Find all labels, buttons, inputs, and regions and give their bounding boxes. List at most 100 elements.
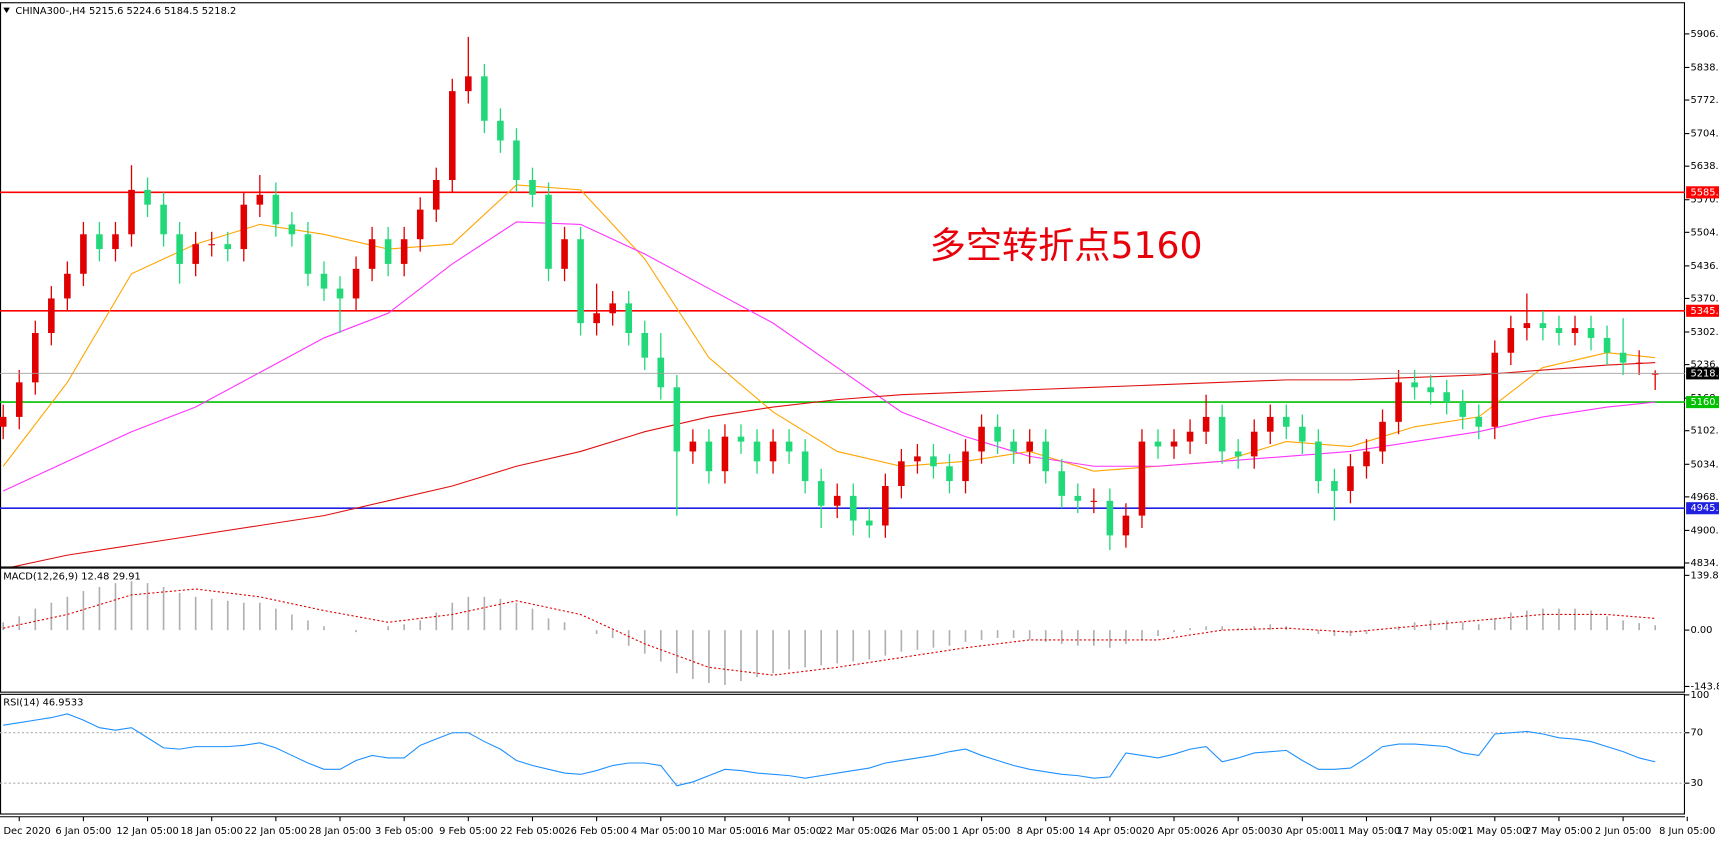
candle-body [224,244,232,250]
candle-body [1234,451,1242,457]
x-tick-label: 22 Mar 05:00 [820,826,886,837]
candle-body [689,441,697,452]
candle-body [978,426,985,452]
candle-body [1363,451,1370,467]
level-label: 4945.0 [1690,503,1719,514]
candle-body [721,436,729,472]
candle-body [1491,352,1499,427]
x-tick-label: 6 Jan 05:00 [55,826,111,837]
y-tick-label: 5370.0 [1690,293,1719,304]
x-tick-label: 4 Mar 05:00 [631,826,691,837]
candle-body [336,288,344,299]
candle-body [208,244,215,246]
candle-body [1042,441,1050,472]
y-tick-label: 5638.0 [1690,161,1719,172]
candle-body [1058,471,1066,496]
candle-body [529,179,536,195]
candle-body [1299,426,1306,442]
candle-body [882,486,889,526]
candle-body [384,239,392,264]
x-tick-label: 2 Jun 05:00 [1595,826,1651,837]
x-tick-label: 8 Apr 05:00 [1017,826,1075,837]
x-tick-label: 22 Jan 05:00 [245,826,307,837]
candle-body [849,495,857,521]
candle-body [31,332,39,383]
candle-body [304,234,312,274]
candle-body [769,441,777,462]
rsi-title: RSI(14) 46.9533 [3,698,83,709]
macd-plot [2,581,1657,685]
y-tick-label: 5034.0 [1690,459,1719,470]
candle-body [898,461,905,487]
y-tick-label: 0.00 [1690,625,1712,636]
candle-body [465,76,472,92]
candle-body [641,332,649,358]
candle-body [1587,328,1595,338]
candle-body [930,456,937,467]
candle-body [1395,382,1402,422]
candle-body [1507,328,1515,353]
level-label: 5160.0 [1690,397,1719,408]
candle-body [192,244,199,264]
annotation: 多空转折点5160 [930,224,1203,267]
candle-body [240,204,248,250]
y-tick-label: 5772.0 [1690,95,1719,106]
candle-body [946,466,953,482]
candle-body [657,357,665,388]
candle-body [1122,515,1130,536]
candle-body [96,234,103,250]
macd-title: MACD(12,26,9) 12.48 29.91 [3,571,141,582]
candle-body [1539,323,1547,329]
y-tick-label: 5102.0 [1690,426,1719,437]
candle-body [481,76,488,121]
candle-body [561,239,568,269]
candle-body [1555,328,1563,333]
candle-body [1138,441,1146,516]
x-tick-label: 10 Mar 05:00 [692,826,758,837]
candle-body [416,209,424,240]
candle-body [545,194,552,269]
candle-body [1090,500,1098,502]
candle-body [1186,431,1194,442]
candle-body [15,382,23,417]
candle-body [1603,337,1611,353]
candle-body [352,268,360,299]
candle-body [1475,416,1483,427]
candle-body [914,456,921,462]
y-tick-label: 5570.0 [1690,195,1719,206]
candle-body [1106,500,1114,536]
y-tick-label: 5504.0 [1690,227,1719,238]
candle-body [1283,416,1290,427]
candle-body [48,298,55,333]
candle-body [288,224,296,235]
y-tick-label: 4900.0 [1690,525,1719,536]
candle-body [1379,421,1386,452]
candle-body [785,441,793,452]
chart-header: CHINA300-,H4 5215.6 5224.6 5184.5 5218.2 [15,6,236,17]
level-label-box [1686,396,1719,409]
candle-body [1218,416,1226,452]
x-tick-label: 26 Mar 05:00 [885,826,951,837]
current-price-label: 5218.2 [1690,368,1719,379]
candle-body [368,239,376,269]
candle-body [1635,362,1643,364]
x-tick-label: 20 Apr 05:00 [1142,826,1206,837]
candle-body [1010,441,1017,452]
y-tick-label: 100 [1690,690,1709,701]
level-label: 5345.0 [1690,306,1719,317]
x-tick-label: 30 Apr 05:00 [1270,826,1334,837]
candle-body [801,451,809,482]
candle-body [593,313,600,324]
candle-body [994,426,1001,442]
x-tick-label: 16 Mar 05:00 [756,826,822,837]
candle-body [64,273,71,299]
rsi-line [3,713,1656,787]
y-tick-label: 5906.0 [1690,29,1719,40]
candle-body [320,273,328,289]
candle-body [705,441,713,472]
x-tick-label: 21 May 05:00 [1461,826,1529,837]
candle-body [609,303,616,314]
candle-body [176,234,183,264]
y-tick-label: 5236.0 [1690,360,1719,371]
candle-body [833,495,841,506]
